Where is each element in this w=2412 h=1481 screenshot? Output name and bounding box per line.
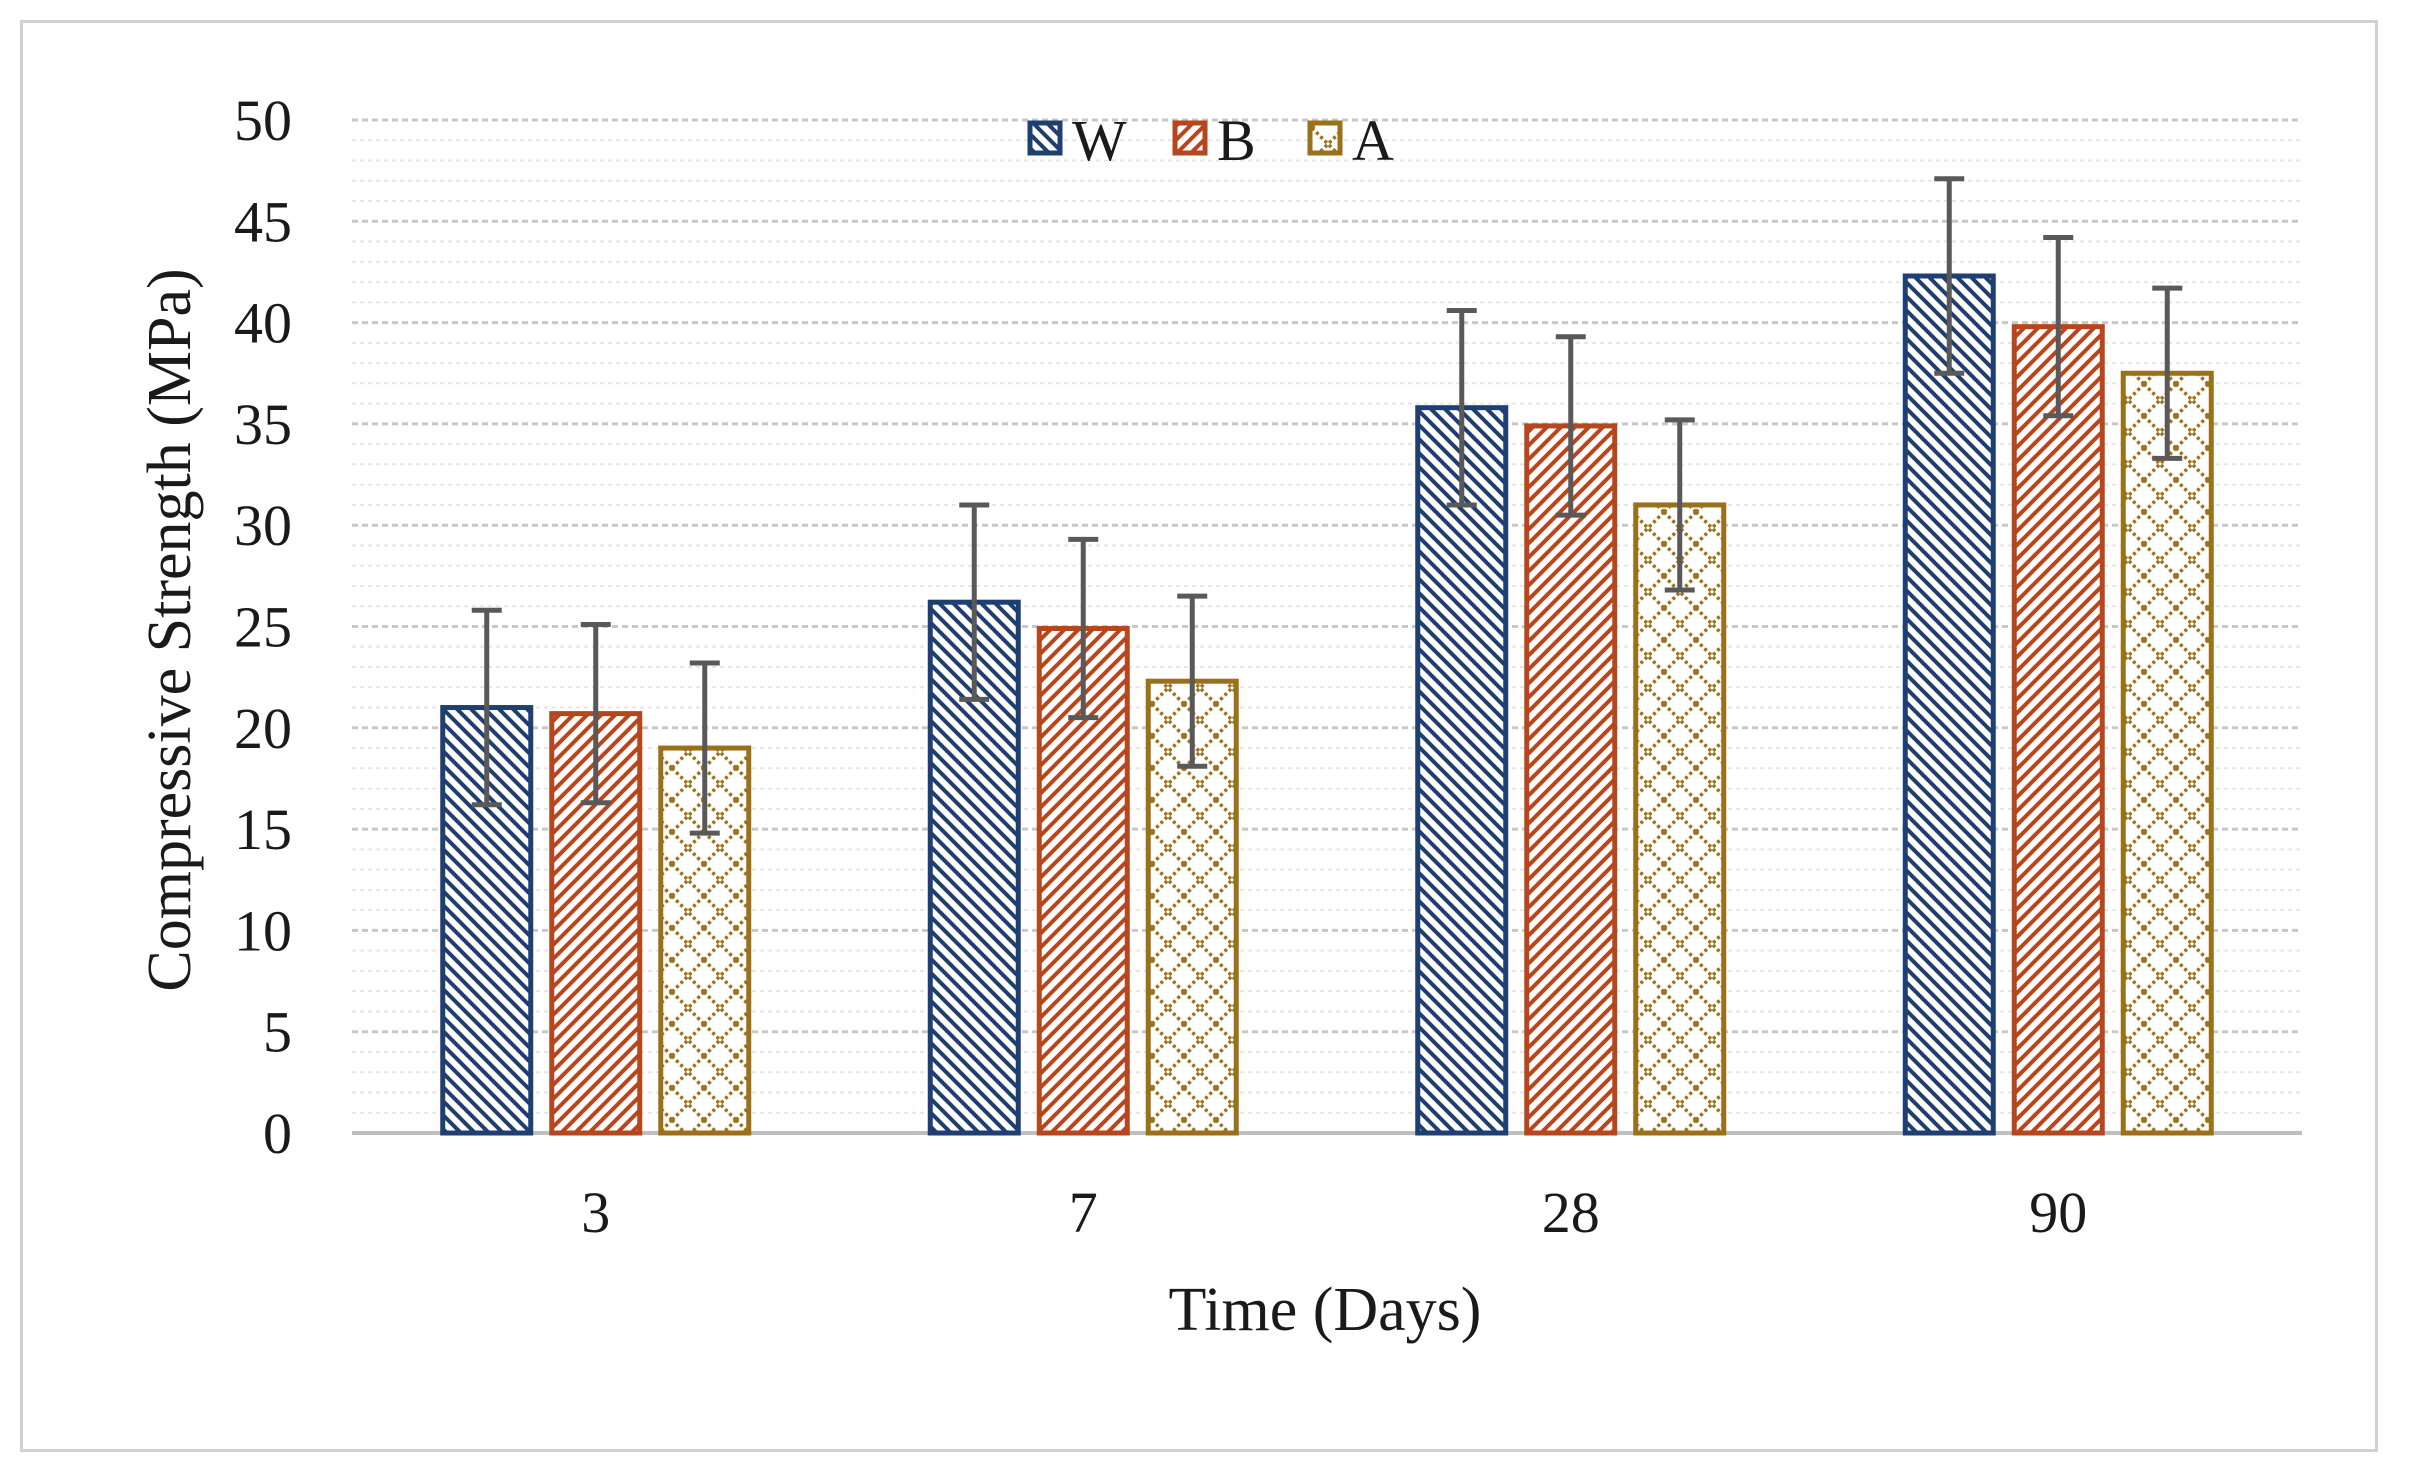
error-bar-B-28 — [1555, 334, 1586, 518]
x-tick-label: 28 — [1542, 1180, 1600, 1245]
x-tick-label: 7 — [1069, 1180, 1098, 1245]
legend-label: W — [1072, 108, 1127, 173]
y-tick-label: 0 — [263, 1101, 292, 1166]
error-bar-W-3 — [471, 607, 502, 808]
y-tick-label: 35 — [234, 392, 292, 457]
bar-W-28 — [1415, 405, 1509, 1136]
y-tick-label: 20 — [234, 696, 292, 761]
bar-W-90 — [1902, 273, 1996, 1136]
legend-swatch — [1172, 120, 1208, 156]
x-tick-labels: 3 7 28 90 — [581, 1180, 2087, 1245]
gridlines — [352, 118, 2302, 1135]
error-bar-B-3 — [580, 621, 611, 806]
legend-swatch — [1027, 120, 1063, 156]
bar-B-28 — [1524, 423, 1618, 1136]
legend-item-A: A — [1307, 108, 1394, 173]
bars — [440, 273, 2214, 1136]
error-bar-A-90 — [2152, 285, 2183, 461]
bar-A-3 — [658, 745, 752, 1136]
y-tick-label: 40 — [234, 291, 292, 356]
legend-swatch — [1307, 120, 1343, 156]
y-tick-label: 45 — [234, 189, 292, 254]
legend-label: A — [1352, 108, 1394, 173]
error-bars — [471, 176, 2183, 836]
y-tick-label: 15 — [234, 797, 292, 862]
y-tick-label: 50 — [234, 88, 292, 153]
x-tick-label: 3 — [581, 1180, 610, 1245]
bar-A-28 — [1633, 502, 1727, 1136]
y-tick-label: 5 — [263, 1000, 292, 1065]
x-tick-label: 90 — [2029, 1180, 2087, 1245]
error-bar-W-7 — [959, 502, 990, 702]
legend-label: B — [1217, 108, 1256, 173]
error-bar-A-28 — [1664, 417, 1695, 593]
bar-B-3 — [549, 711, 643, 1136]
bar-A-90 — [2120, 370, 2214, 1136]
y-tick-label: 10 — [234, 898, 292, 963]
x-axis-label: Time (Days) — [1169, 1276, 1482, 1344]
y-tick-labels: 0 5 10 15 20 25 30 35 40 45 50 — [234, 88, 292, 1166]
bar-B-90 — [2011, 324, 2105, 1136]
error-bar-B-90 — [2043, 235, 2074, 419]
y-axis-label: Compressive Strength (MPa) — [136, 268, 204, 991]
error-bar-A-3 — [689, 660, 720, 836]
legend-item-W: W — [1027, 108, 1127, 173]
y-tick-label: 25 — [234, 595, 292, 660]
y-tick-label: 30 — [234, 493, 292, 558]
error-bar-A-7 — [1177, 593, 1208, 769]
error-bar-W-28 — [1446, 307, 1477, 508]
error-bar-B-7 — [1068, 536, 1099, 721]
error-bar-W-90 — [1934, 176, 1965, 376]
legend-item-B: B — [1172, 108, 1256, 173]
